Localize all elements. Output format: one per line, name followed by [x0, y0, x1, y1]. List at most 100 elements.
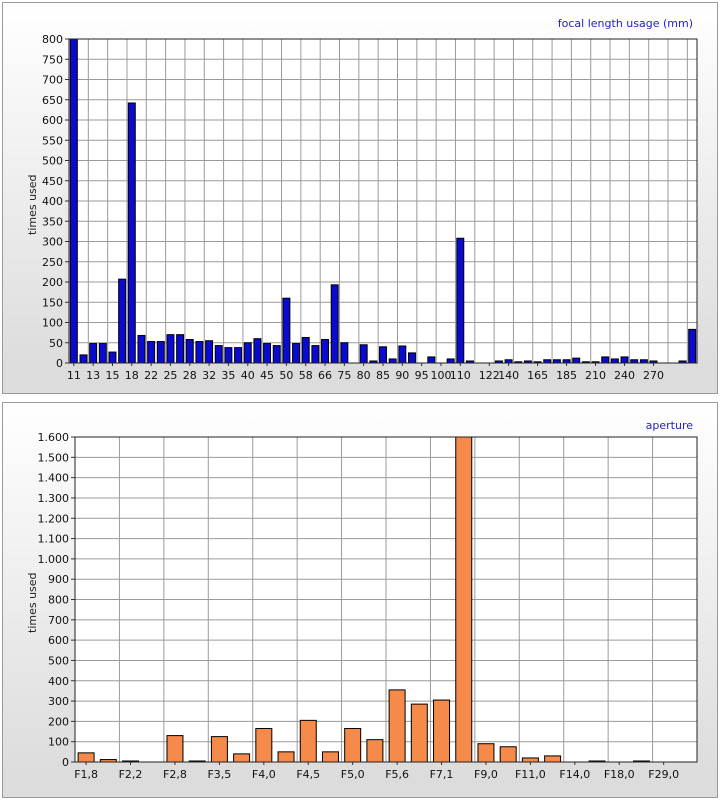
focal-length-axis-frame — [68, 38, 698, 364]
focal-length-y-tick-label: 100 — [42, 317, 63, 330]
focal-length-bar — [205, 340, 214, 364]
focal-length-x-tick-label: 240 — [614, 369, 635, 382]
focal-length-x-tick-label: 100 — [430, 369, 451, 382]
focal-length-bar — [398, 345, 407, 364]
focal-length-x-tick-label: 80 — [357, 369, 371, 382]
aperture-bar — [321, 751, 339, 763]
aperture-bar — [521, 757, 539, 763]
focal-length-bar — [195, 341, 204, 364]
aperture-x-tick-label: F7,1 — [430, 768, 454, 781]
focal-length-bar — [108, 351, 117, 364]
focal-length-bar — [185, 339, 194, 364]
focal-length-bar — [282, 297, 291, 364]
aperture-bar — [233, 753, 251, 763]
focal-length-x-tick-label: 18 — [125, 369, 139, 382]
aperture-bar — [277, 751, 295, 763]
aperture-x-tick-label: F3,5 — [207, 768, 231, 781]
focal-length-y-tick-label: 450 — [42, 175, 63, 188]
focal-length-y-tick-label: 400 — [42, 195, 63, 208]
focal-length-chart-title: focal length usage (mm) — [557, 17, 693, 30]
focal-length-bar — [176, 334, 185, 364]
focal-length-y-tick-label: 600 — [42, 114, 63, 127]
focal-length-x-tick-label: 66 — [318, 369, 332, 382]
aperture-y-tick-label: 600 — [48, 634, 69, 647]
focal-length-y-tick-label: 250 — [42, 256, 63, 269]
aperture-x-tick-label: F1,8 — [74, 768, 98, 781]
focal-length-bar — [224, 347, 233, 364]
focal-length-x-tick-label: 85 — [376, 369, 390, 382]
focal-length-x-tick-label: 15 — [105, 369, 119, 382]
focal-length-x-tick-label: 110 — [450, 369, 471, 382]
aperture-x-tick-label: F14,0 — [559, 768, 590, 781]
aperture-y-tick-label: 100 — [48, 736, 69, 749]
focal-length-x-tick-label: 13 — [86, 369, 100, 382]
aperture-bar — [410, 703, 428, 763]
aperture-bar — [299, 719, 317, 763]
aperture-y-tick-label: 300 — [48, 695, 69, 708]
focal-length-x-tick-label: 75 — [337, 369, 351, 382]
aperture-y-tick-label: 0 — [62, 756, 69, 769]
aperture-x-tick-label: F18,0 — [604, 768, 635, 781]
focal-length-bar — [572, 357, 581, 364]
focal-length-bar — [253, 338, 262, 364]
focal-length-x-tick-label: 25 — [163, 369, 177, 382]
focal-length-bar — [456, 237, 465, 364]
aperture-x-tick-label: F11,0 — [515, 768, 546, 781]
aperture-bar — [255, 727, 273, 763]
aperture-x-tick-label: F2,2 — [119, 768, 143, 781]
aperture-y-tick-label: 1.000 — [38, 553, 70, 566]
focal-length-bar — [311, 345, 320, 364]
focal-length-x-tick-label: 122 — [479, 369, 500, 382]
focal-length-y-tick-label: 550 — [42, 134, 63, 147]
focal-length-y-tick-label: 300 — [42, 236, 63, 249]
focal-length-bar — [166, 334, 175, 364]
aperture-x-tick-label: F29,0 — [648, 768, 679, 781]
focal-length-y-tick-label: 350 — [42, 215, 63, 228]
focal-length-x-tick-label: 185 — [556, 369, 577, 382]
focal-length-bar — [620, 356, 629, 364]
aperture-bar — [499, 746, 517, 763]
focal-length-y-tick-label: 800 — [42, 33, 63, 46]
aperture-y-tick-label: 1.100 — [38, 533, 70, 546]
focal-length-bar — [446, 358, 455, 364]
aperture-y-tick-label: 500 — [48, 654, 69, 667]
aperture-x-tick-label: F5,0 — [341, 768, 365, 781]
aperture-y-tick-label: 1.600 — [38, 431, 70, 444]
focal-length-bar — [379, 346, 387, 364]
focal-length-x-tick-label: 11 — [67, 369, 81, 382]
focal-length-bar — [89, 343, 98, 364]
focal-length-x-tick-label: 35 — [221, 369, 235, 382]
aperture-y-tick-label: 400 — [48, 675, 69, 688]
focal-length-bar — [69, 38, 78, 364]
aperture-axis-frame — [74, 436, 698, 763]
aperture-x-tick-label: F4,0 — [252, 768, 276, 781]
aperture-bar — [455, 436, 473, 763]
focal-length-bar — [137, 334, 146, 364]
focal-length-y-tick-label: 750 — [42, 53, 63, 66]
focal-length-bar — [263, 343, 272, 364]
focal-length-bar — [147, 341, 156, 364]
focal-length-bar — [301, 336, 310, 364]
aperture-bar — [433, 699, 451, 763]
focal-length-y-tick-label: 150 — [42, 296, 63, 309]
focal-length-bar — [118, 278, 127, 364]
aperture-bar — [210, 736, 228, 763]
focal-length-x-tick-label: 270 — [643, 369, 664, 382]
aperture-bar — [388, 689, 406, 763]
focal-length-y-tick-label: 650 — [42, 94, 63, 107]
focal-length-bar — [688, 328, 697, 364]
aperture-y-tick-label: 800 — [48, 594, 69, 607]
focal-length-y-tick-label: 700 — [42, 74, 63, 87]
focal-length-x-tick-label: 32 — [202, 369, 216, 382]
focal-length-x-tick-label: 165 — [527, 369, 548, 382]
focal-length-chart-panel: focal length usage (mm) times used 0 50 10… — [2, 2, 718, 394]
focal-length-x-tick-label: 40 — [241, 369, 255, 382]
focal-length-bar — [98, 343, 107, 364]
aperture-y-tick-label: 1.300 — [38, 492, 70, 505]
aperture-bar — [166, 735, 184, 763]
aperture-x-tick-label: F5,6 — [385, 768, 409, 781]
aperture-y-tick-label: 1.500 — [38, 451, 70, 464]
focal-length-x-tick-label: 50 — [279, 369, 293, 382]
aperture-chart-panel: aperture times used 0 100 200 300 400 500 600 7… — [2, 402, 718, 798]
aperture-y-tick-label: 1.400 — [38, 472, 70, 485]
